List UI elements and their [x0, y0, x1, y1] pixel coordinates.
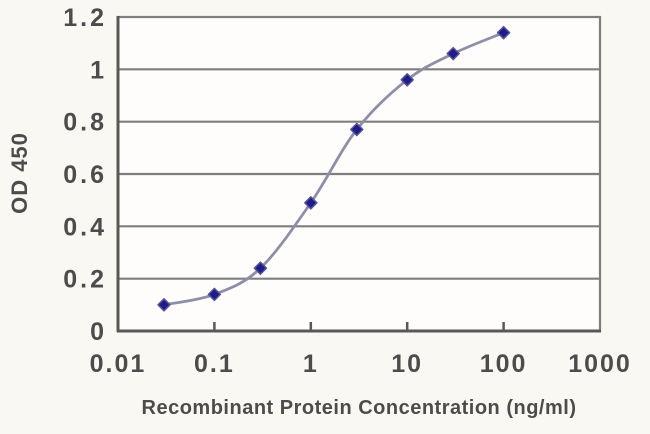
y-tick-label: 0.8 — [63, 109, 107, 137]
data-point-marker — [350, 122, 364, 137]
y-tick-label: 0 — [90, 318, 107, 346]
x-axis-title: Recombinant Protein Concentration (ng/ml… — [141, 397, 577, 419]
y-axis-title: OD 450 — [7, 132, 32, 214]
x-tick-label: 1000 — [568, 350, 632, 378]
data-point-marker — [207, 287, 222, 302]
x-tick-label: 0.1 — [194, 350, 235, 378]
curve-line — [162, 31, 505, 307]
y-tick-label: 1.2 — [63, 4, 107, 32]
y-tick-label: 1 — [90, 56, 107, 84]
y-tick-label: 0.6 — [63, 161, 107, 189]
y-tick-label: 0.2 — [63, 266, 107, 294]
data-point-marker — [253, 261, 268, 275]
data-point-marker — [496, 25, 511, 40]
data-point-marker — [400, 73, 414, 87]
data-point-marker — [157, 298, 171, 312]
x-tick-label: 100 — [480, 350, 528, 378]
data-point-marker — [446, 46, 460, 61]
data-point-marker — [304, 196, 318, 210]
x-tick-label: 0.01 — [90, 350, 147, 378]
x-tick-label: 1 — [303, 350, 319, 378]
y-tick-label: 0.4 — [63, 213, 107, 241]
x-tick-label: 10 — [391, 350, 423, 378]
